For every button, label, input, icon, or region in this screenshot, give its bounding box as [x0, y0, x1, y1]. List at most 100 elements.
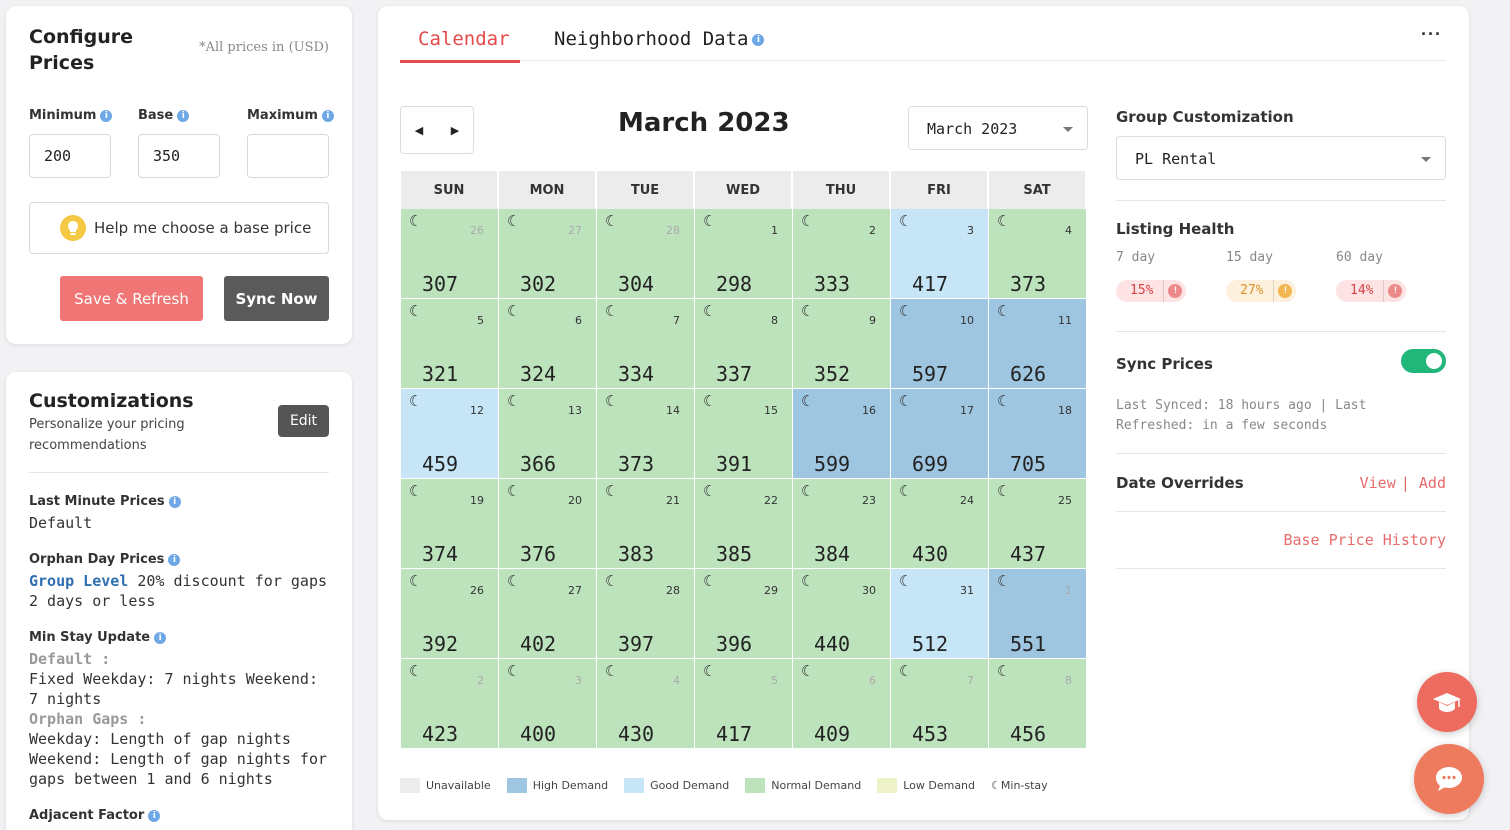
add-overrides-link[interactable]: Add	[1418, 474, 1446, 492]
calendar-day-cell[interactable]: ☾ 6 409	[793, 659, 891, 749]
calendar-day-cell[interactable]: ☾ 3 417	[891, 209, 989, 299]
min-stay-icon: ☾	[899, 573, 913, 590]
next-month-icon[interactable]: ▶	[450, 124, 460, 137]
calendar-day-cell[interactable]: ☾ 10 597	[891, 299, 989, 389]
calendar-day-cell[interactable]: ☾ 29 396	[695, 569, 793, 659]
calendar-day-cell[interactable]: ☾ 7 453	[891, 659, 989, 749]
base-price-history-link[interactable]: Base Price History	[1283, 531, 1446, 549]
day-number: 4	[673, 674, 680, 687]
calendar-day-cell[interactable]: ☾ 28 304	[597, 209, 695, 299]
day-number: 26	[470, 584, 484, 597]
info-icon[interactable]: i	[154, 631, 167, 644]
calendar-day-cell[interactable]: ☾ 25 437	[989, 479, 1087, 569]
calendar-day-cell[interactable]: ☾ 22 385	[695, 479, 793, 569]
listing-health-label: Listing Health	[1116, 220, 1235, 238]
calendar-day-cell[interactable]: ☾ 16 599	[793, 389, 891, 479]
legend-item: ☾ Min-stay	[991, 779, 1048, 792]
calendar-day-cell[interactable]: ☾ 8 456	[989, 659, 1087, 749]
health-badge[interactable]: 14%!	[1336, 280, 1407, 302]
base-input[interactable]: 350	[138, 134, 220, 178]
day-price: 321	[421, 362, 459, 386]
calendar-day-cell[interactable]: ☾ 19 374	[401, 479, 499, 569]
calendar-day-cell[interactable]: ☾ 1 298	[695, 209, 793, 299]
weekday-header-cell: SAT	[989, 171, 1087, 209]
tab-neighborhood-data[interactable]: Neighborhood Data i	[554, 28, 765, 50]
chat-button[interactable]	[1414, 744, 1484, 814]
min-stay-icon: ☾	[801, 663, 815, 680]
learn-button[interactable]	[1417, 672, 1477, 732]
min-stay-icon: ☾	[997, 663, 1011, 680]
month-select[interactable]: March 2023	[908, 106, 1088, 150]
health-column: 60 day 14%!	[1336, 250, 1446, 302]
health-badge[interactable]: 15%!	[1116, 280, 1187, 302]
group-customization-label: Group Customization	[1116, 108, 1294, 126]
calendar-days: ☾ 26 307 ☾ 27 302 ☾ 28 304 ☾ 1 298 ☾ 2 333 ☾ 3 417 ☾ 4 373 ☾ 5…	[401, 209, 1087, 749]
calendar-day-cell[interactable]: ☾ 5 417	[695, 659, 793, 749]
calendar-day-cell[interactable]: ☾ 2 423	[401, 659, 499, 749]
day-number: 16	[862, 404, 876, 417]
view-overrides-link[interactable]: View	[1359, 474, 1396, 492]
health-period-label: 15 day	[1226, 250, 1273, 265]
calendar-day-cell[interactable]: ☾ 11 626	[989, 299, 1087, 389]
calendar-day-cell[interactable]: ☾ 31 512	[891, 569, 989, 659]
calendar-day-cell[interactable]: ☾ 12 459	[401, 389, 499, 479]
calendar-day-cell[interactable]: ☾ 15 391	[695, 389, 793, 479]
calendar-day-cell[interactable]: ☾ 1 551	[989, 569, 1087, 659]
day-price: 402	[519, 632, 557, 656]
maximum-input[interactable]	[247, 134, 329, 178]
info-icon[interactable]: i	[148, 809, 161, 822]
min-stay-icon: ☾	[899, 393, 913, 410]
calendar-day-cell[interactable]: ☾ 30 440	[793, 569, 891, 659]
save-refresh-button[interactable]: Save & Refresh	[60, 276, 203, 321]
min-stay-icon: ☾	[507, 663, 521, 680]
calendar-day-cell[interactable]: ☾ 26 307	[401, 209, 499, 299]
calendar-day-cell[interactable]: ☾ 14 373	[597, 389, 695, 479]
minimum-input[interactable]: 200	[29, 134, 111, 178]
calendar-day-cell[interactable]: ☾ 27 402	[499, 569, 597, 659]
sync-now-button[interactable]: Sync Now	[224, 276, 329, 321]
more-options-icon[interactable]: ···	[1421, 24, 1442, 44]
calendar-day-cell[interactable]: ☾ 20 376	[499, 479, 597, 569]
info-icon[interactable]: i	[168, 495, 181, 508]
calendar-day-cell[interactable]: ☾ 17 699	[891, 389, 989, 479]
last-minute-value: Default	[29, 514, 93, 532]
sync-prices-toggle[interactable]	[1401, 349, 1446, 373]
calendar-day-cell[interactable]: ☾ 24 430	[891, 479, 989, 569]
prev-month-icon[interactable]: ◀	[414, 124, 424, 137]
info-icon[interactable]: i	[752, 33, 765, 46]
calendar-day-cell[interactable]: ☾ 5 321	[401, 299, 499, 389]
calendar-day-cell[interactable]: ☾ 7 334	[597, 299, 695, 389]
date-overrides-label: Date Overrides	[1116, 474, 1244, 492]
tab-calendar[interactable]: Calendar	[418, 28, 510, 50]
weekday-header-cell: FRI	[891, 171, 989, 209]
edit-button[interactable]: Edit	[278, 405, 329, 437]
calendar-day-cell[interactable]: ☾ 3 400	[499, 659, 597, 749]
health-value: 27%	[1226, 280, 1275, 302]
calendar-day-cell[interactable]: ☾ 18 705	[989, 389, 1087, 479]
group-select[interactable]: PL Rental	[1116, 136, 1446, 180]
day-number: 11	[1058, 314, 1072, 327]
health-badge[interactable]: 27%!	[1226, 280, 1297, 302]
calendar-day-cell[interactable]: ☾ 4 373	[989, 209, 1087, 299]
day-price: 374	[421, 542, 459, 566]
calendar-day-cell[interactable]: ☾ 8 337	[695, 299, 793, 389]
calendar-day-cell[interactable]: ☾ 13 366	[499, 389, 597, 479]
help-base-price-button[interactable]: Help me choose a base price	[29, 202, 329, 254]
day-number: 2	[869, 224, 876, 237]
info-icon[interactable]: i	[168, 553, 181, 566]
adjacent-label: Adjacent Factor i	[29, 806, 334, 826]
graduation-cap-icon	[1433, 693, 1461, 712]
calendar-day-cell[interactable]: ☾ 2 333	[793, 209, 891, 299]
calendar-day-cell[interactable]: ☾ 6 324	[499, 299, 597, 389]
min-stay-icon: ☾	[801, 483, 815, 500]
info-icon[interactable]: i	[177, 109, 190, 122]
calendar-day-cell[interactable]: ☾ 21 383	[597, 479, 695, 569]
calendar-day-cell[interactable]: ☾ 26 392	[401, 569, 499, 659]
info-icon[interactable]: i	[321, 109, 334, 122]
calendar-day-cell[interactable]: ☾ 28 397	[597, 569, 695, 659]
calendar-day-cell[interactable]: ☾ 23 384	[793, 479, 891, 569]
calendar-day-cell[interactable]: ☾ 27 302	[499, 209, 597, 299]
calendar-day-cell[interactable]: ☾ 4 430	[597, 659, 695, 749]
info-icon[interactable]: i	[100, 109, 113, 122]
calendar-day-cell[interactable]: ☾ 9 352	[793, 299, 891, 389]
